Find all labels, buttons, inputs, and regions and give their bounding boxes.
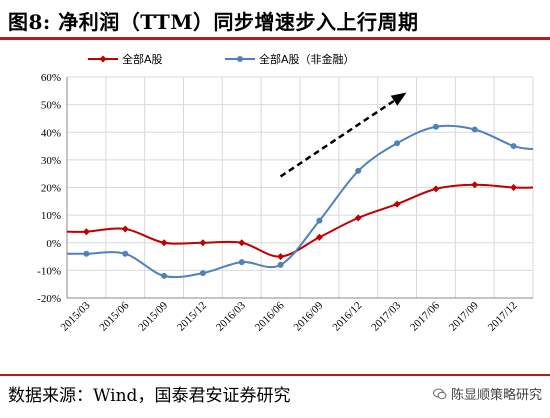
x-tick-label: 2016/06: [253, 299, 287, 333]
source-note: 数据来源：Wind，国泰君安证券研究: [8, 386, 291, 406]
legend-marker-diamond: [99, 55, 107, 63]
legend: 全部A股 全部A股（非金融）: [88, 52, 355, 66]
data-point-diamond: [315, 233, 323, 241]
legend-label: 全部A股: [122, 52, 163, 66]
data-point-diamond: [199, 239, 207, 247]
y-tick-label: 50%: [41, 100, 61, 112]
data-point-circle: [394, 140, 401, 147]
title-rule: [0, 37, 550, 40]
bottom-rule: [0, 374, 550, 376]
data-point-circle: [355, 167, 362, 174]
x-tick-labels: 2015/03 2015/06 2015/09 2015/12 2016/03 2016/…: [59, 299, 520, 333]
legend-label: 全部A股（非金融）: [259, 52, 355, 66]
series-line-2: [66, 124, 534, 279]
x-tick-label: 2015/12: [175, 300, 209, 334]
y-tick-label: -20%: [37, 293, 61, 305]
figure-header: 图8: 净利润（TTM）同步增速步入上行周期: [0, 0, 550, 40]
data-point-diamond: [393, 200, 401, 208]
y-tick-label: 0%: [46, 238, 61, 250]
x-tick-label: 2015/06: [97, 299, 131, 333]
data-point-diamond: [121, 225, 129, 233]
data-point-diamond: [471, 181, 479, 189]
series-lines: [66, 123, 534, 279]
data-point-circle: [316, 217, 323, 224]
line-chart: -20%-10%0%10%20%30%40%50%60% 2015/03 2015…: [37, 52, 534, 334]
data-point-circle: [122, 250, 129, 257]
y-tick-label: 40%: [41, 127, 61, 139]
data-point-diamond: [277, 253, 285, 261]
data-point-circle: [510, 143, 517, 150]
watermark: 陈显顺策略研究: [432, 384, 542, 403]
data-point-diamond: [238, 239, 246, 247]
data-point-diamond: [354, 214, 362, 222]
data-point-circle: [277, 261, 284, 268]
y-tick-label: 10%: [41, 210, 61, 222]
trend-arrow-shaft: [279, 92, 406, 178]
figure-title: 图8: 净利润（TTM）同步增速步入上行周期: [8, 10, 419, 34]
x-tick-label: 2017/09: [447, 299, 481, 333]
data-point-diamond: [160, 239, 168, 247]
y-tick-label: 60%: [41, 72, 61, 84]
grid-lines: [66, 76, 534, 299]
data-point-diamond: [510, 184, 518, 191]
x-tick-label: 2016/03: [214, 299, 248, 333]
trend-arrow: [279, 92, 407, 178]
x-tick-label: 2016/09: [292, 299, 326, 333]
y-tick-label: -10%: [37, 265, 61, 277]
data-point-diamond: [432, 185, 440, 193]
data-point-diamond: [82, 228, 90, 236]
y-tick-labels: -20% -10% 0% 10% 20% 30% 40% 50% 60%: [37, 72, 61, 305]
axes: [66, 77, 533, 299]
trend-arrow-head: [390, 92, 407, 106]
x-tick-label: 2017/06: [408, 299, 442, 333]
x-tick-label: 2017/12: [486, 300, 520, 334]
legend-marker-circle: [237, 56, 243, 62]
y-tick-label: 20%: [41, 183, 61, 195]
data-point-circle: [471, 126, 478, 133]
y-tick-label: 30%: [41, 155, 61, 167]
wechat-icon: [432, 388, 447, 399]
data-point-circle: [432, 123, 439, 130]
data-point-circle: [161, 272, 168, 279]
x-tick-label: 2015/03: [59, 299, 93, 333]
watermark-text: 陈显顺策略研究: [450, 388, 542, 403]
x-tick-label: 2015/09: [136, 299, 170, 333]
x-tick-label: 2016/12: [330, 300, 364, 334]
data-point-circle: [83, 250, 90, 257]
data-point-circle: [238, 259, 245, 266]
data-point-circle: [199, 270, 206, 277]
x-tick-label: 2017/03: [369, 299, 403, 333]
